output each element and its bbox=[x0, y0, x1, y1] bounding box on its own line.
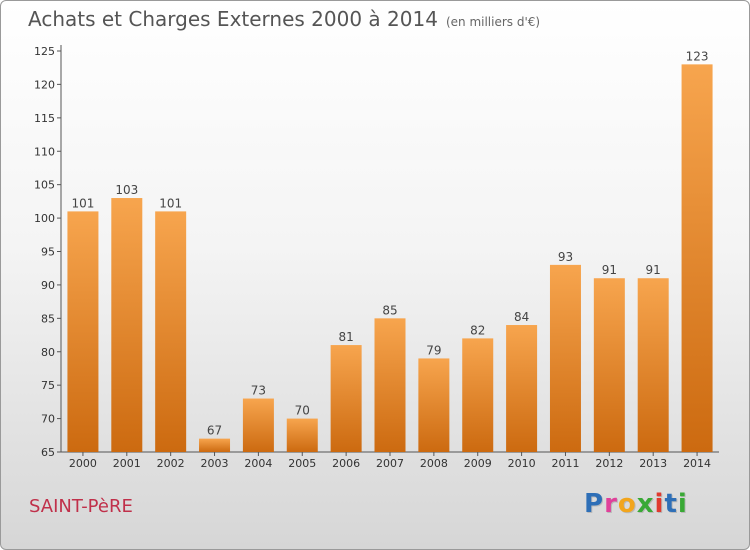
x-tick-label: 2013 bbox=[639, 457, 667, 470]
x-tick-label: 2007 bbox=[376, 457, 404, 470]
x-tick-label: 2000 bbox=[69, 457, 97, 470]
bar bbox=[67, 211, 99, 452]
y-tick-label: 120 bbox=[34, 78, 55, 91]
value-label: 67 bbox=[207, 424, 222, 438]
x-tick-label: 2008 bbox=[420, 457, 448, 470]
logo-letter: t bbox=[664, 489, 678, 519]
bar bbox=[549, 264, 581, 452]
x-tick-label: 2010 bbox=[508, 457, 536, 470]
y-tick-label: 100 bbox=[34, 212, 55, 225]
logo-letter: P bbox=[584, 489, 605, 519]
logo-letter: o bbox=[617, 489, 637, 519]
bar bbox=[418, 358, 450, 452]
bar bbox=[199, 438, 231, 452]
value-label: 73 bbox=[251, 384, 266, 398]
y-tick-label: 65 bbox=[41, 446, 55, 459]
logo-letter: r bbox=[604, 489, 618, 519]
value-label: 82 bbox=[470, 323, 485, 337]
y-tick-label: 115 bbox=[34, 112, 55, 125]
x-tick-label: 2006 bbox=[332, 457, 360, 470]
x-tick-label: 2001 bbox=[113, 457, 141, 470]
value-label: 81 bbox=[338, 330, 353, 344]
x-tick-label: 2011 bbox=[551, 457, 579, 470]
value-label: 101 bbox=[159, 196, 182, 210]
x-tick-label: 2004 bbox=[244, 457, 272, 470]
x-tick-label: 2003 bbox=[201, 457, 229, 470]
value-label: 123 bbox=[686, 49, 709, 63]
bar bbox=[330, 345, 362, 452]
logo-letter: i bbox=[654, 489, 665, 519]
y-tick-label: 85 bbox=[41, 312, 55, 325]
bar bbox=[374, 318, 406, 452]
bar bbox=[506, 325, 538, 452]
y-tick-label: 90 bbox=[41, 279, 55, 292]
y-tick-label: 105 bbox=[34, 179, 55, 192]
value-label: 101 bbox=[71, 196, 94, 210]
x-tick-label: 2009 bbox=[464, 457, 492, 470]
value-label: 93 bbox=[558, 250, 573, 264]
value-label: 70 bbox=[295, 404, 310, 418]
y-tick-label: 125 bbox=[34, 45, 55, 58]
bar bbox=[637, 278, 669, 452]
y-tick-label: 80 bbox=[41, 346, 55, 359]
y-tick-label: 70 bbox=[41, 413, 55, 426]
bar bbox=[681, 64, 713, 452]
labels: 2000 101 2001 103 2002 101 2003 67 2004 73 2005 70 2… bbox=[69, 49, 711, 470]
x-tick-label: 2012 bbox=[595, 457, 623, 470]
bar bbox=[462, 338, 494, 452]
y-tick-label: 95 bbox=[41, 246, 55, 259]
y-tick-label: 75 bbox=[41, 379, 55, 392]
value-label: 91 bbox=[602, 263, 617, 277]
bar bbox=[593, 278, 625, 452]
logo-letter: i bbox=[677, 489, 688, 519]
x-tick-label: 2014 bbox=[683, 457, 711, 470]
bar bbox=[242, 398, 274, 452]
chart-title-text: Achats et Charges Externes 2000 à 2014 bbox=[28, 7, 438, 31]
value-label: 91 bbox=[646, 263, 661, 277]
bar bbox=[286, 418, 318, 452]
commune-name: SAINT-PèRE bbox=[29, 496, 133, 517]
chart-title: Achats et Charges Externes 2000 à 2014 (e… bbox=[28, 7, 540, 31]
x-tick-label: 2002 bbox=[157, 457, 185, 470]
y-tick-label: 110 bbox=[34, 145, 55, 158]
bar bbox=[111, 198, 143, 452]
proxiti-logo: Proxiti bbox=[584, 489, 688, 519]
bar bbox=[155, 211, 187, 452]
chart-subtitle: (en milliers d'€) bbox=[445, 15, 541, 29]
bars bbox=[67, 64, 713, 452]
axes: 65 70 75 80 85 90 95 100 105 110 115 120 125 bbox=[34, 45, 719, 459]
value-label: 79 bbox=[426, 343, 441, 357]
x-tick-label: 2005 bbox=[288, 457, 316, 470]
value-label: 85 bbox=[382, 303, 397, 317]
logo-letter: x bbox=[636, 489, 655, 519]
value-label: 84 bbox=[514, 310, 529, 324]
value-label: 103 bbox=[115, 183, 138, 197]
